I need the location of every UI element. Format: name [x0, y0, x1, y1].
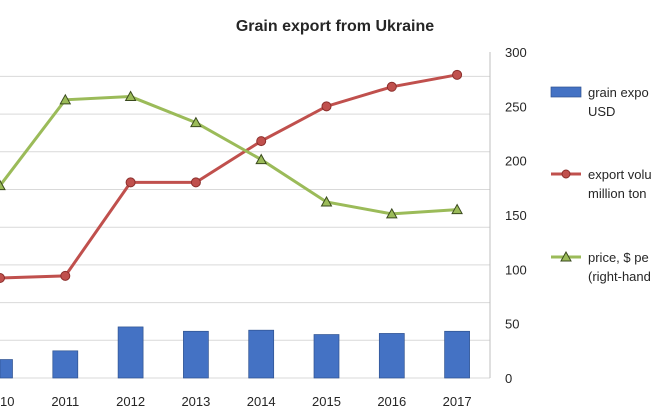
legend-label-1: grain expo	[588, 85, 649, 100]
x-tick-2010: 2010	[0, 394, 14, 409]
gridlines	[0, 52, 491, 379]
point-price-2010	[0, 179, 6, 191]
point-volume-2010	[0, 273, 5, 284]
bar-2011	[52, 350, 79, 379]
point-price-2012	[124, 90, 137, 102]
bar-2014	[248, 329, 275, 379]
point-price-2015	[320, 195, 333, 207]
y-tick-right-50: 50	[505, 317, 519, 332]
y-tick-right-250: 250	[505, 99, 527, 114]
line-series	[0, 69, 463, 284]
point-volume-2015	[321, 101, 332, 112]
point-price-2014	[255, 153, 268, 165]
series-line-2	[0, 95, 458, 216]
x-tick-2013: 2013	[181, 394, 210, 409]
y-tick-right-150: 150	[505, 208, 527, 223]
legend-label-2: export volu	[588, 167, 652, 182]
legend-label-2-line2: million ton	[588, 186, 647, 201]
point-volume-2012	[125, 177, 136, 188]
point-volume-2013	[190, 177, 201, 188]
bar-2015	[313, 334, 340, 379]
point-price-2017	[451, 203, 463, 215]
point-volume-2011	[60, 270, 71, 281]
point-volume-2017	[452, 69, 463, 80]
legend-label-1-line2: USD	[588, 104, 615, 119]
x-tick-2014: 2014	[247, 394, 276, 409]
bar-2012	[117, 326, 144, 379]
legend: grain expo USD export volu million ton price…	[550, 85, 652, 284]
bar-2017	[444, 330, 470, 379]
bar-2013	[183, 330, 209, 379]
x-tick-labels: 2010 2011 2012 2013 2014 2015 2016 2017	[0, 394, 472, 409]
x-tick-2012: 2012	[116, 394, 145, 409]
y-tick-right-200: 200	[505, 154, 527, 169]
chart-title: Grain export from Ukraine	[235, 18, 435, 35]
y-tick-labels-right: 0 50 100 150 200 250 300	[505, 45, 527, 386]
point-volume-2014	[256, 136, 267, 147]
x-tick-2016: 2016	[377, 394, 406, 409]
x-tick-2017: 2017	[443, 394, 472, 409]
x-tick-2011: 2011	[51, 394, 79, 409]
bar-2016	[378, 333, 405, 379]
bar-2010	[0, 359, 13, 379]
y-tick-right-300: 300	[505, 45, 527, 60]
point-volume-2016	[386, 81, 397, 92]
legend-label-3-line2: (right-hand	[588, 269, 651, 284]
legend-marker-price	[560, 250, 572, 262]
series-line-1	[0, 73, 458, 280]
point-price-2011	[59, 93, 72, 105]
legend-marker-volume	[561, 169, 571, 179]
point-price-2016	[385, 207, 398, 219]
y-tick-right-100: 100	[505, 262, 527, 277]
legend-label-3: price, $ pe	[588, 250, 649, 265]
x-tick-2015: 2015	[312, 394, 341, 409]
bar-series	[0, 326, 470, 379]
legend-swatch-bar	[550, 86, 582, 98]
point-price-2013	[190, 116, 202, 128]
y-tick-right-0: 0	[505, 371, 512, 386]
